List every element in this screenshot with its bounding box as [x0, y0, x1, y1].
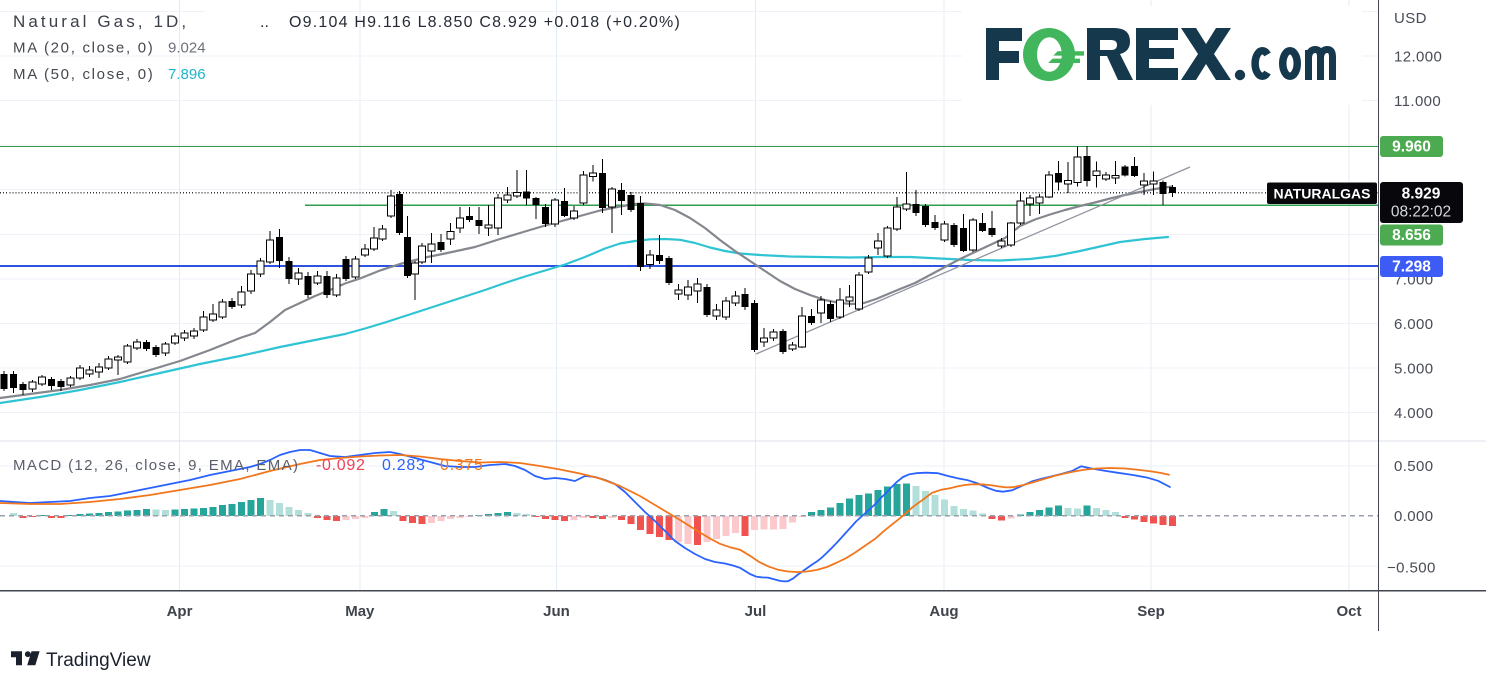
svg-text:USD: USD: [1394, 10, 1427, 27]
svg-text:MA (50, close, 0): MA (50, close, 0): [13, 66, 154, 83]
svg-text:7.298: 7.298: [1392, 259, 1431, 276]
svg-text:Aug: Aug: [929, 603, 958, 620]
svg-text:..: ..: [260, 14, 269, 31]
svg-text:0.375: 0.375: [440, 457, 484, 474]
svg-text:6.000: 6.000: [1394, 316, 1434, 333]
svg-text:May: May: [345, 603, 375, 620]
svg-text:0.000: 0.000: [1394, 508, 1434, 525]
svg-text:8.656: 8.656: [1392, 227, 1431, 244]
svg-text:-0.092: -0.092: [316, 457, 366, 474]
svg-text:Oct: Oct: [1336, 603, 1361, 620]
svg-text:NATURALGAS: NATURALGAS: [1274, 186, 1371, 202]
svg-text:7.896: 7.896: [168, 66, 206, 83]
svg-text:4.000: 4.000: [1394, 405, 1434, 422]
svg-text:5.000: 5.000: [1394, 360, 1434, 377]
svg-text:Jul: Jul: [745, 603, 767, 620]
svg-text:MACD (12, 26, close, 9, EMA, E: MACD (12, 26, close, 9, EMA, EMA): [13, 457, 299, 474]
svg-text:0.500: 0.500: [1394, 458, 1434, 475]
svg-text:9.024: 9.024: [168, 40, 206, 57]
svg-text:MA (20, close, 0): MA (20, close, 0): [13, 40, 154, 57]
svg-text:08:22:02: 08:22:02: [1391, 204, 1451, 221]
svg-text:8.929: 8.929: [1402, 186, 1441, 203]
svg-text:Sep: Sep: [1137, 603, 1165, 620]
svg-text:Jun: Jun: [543, 603, 570, 620]
svg-text:0.283: 0.283: [382, 457, 426, 474]
svg-text:12.000: 12.000: [1394, 48, 1442, 65]
svg-text:Apr: Apr: [167, 603, 193, 620]
svg-text:9.960: 9.960: [1392, 139, 1431, 156]
svg-text:O9.104 H9.116 L8.850 C8.929 +0: O9.104 H9.116 L8.850 C8.929 +0.018 (+0.2…: [289, 14, 681, 31]
svg-text:TradingView: TradingView: [46, 650, 151, 671]
svg-text:Natural Gas, 1D,: Natural Gas, 1D,: [13, 12, 189, 31]
svg-text:11.000: 11.000: [1394, 93, 1441, 110]
svg-text:−0.500: −0.500: [1387, 560, 1436, 577]
